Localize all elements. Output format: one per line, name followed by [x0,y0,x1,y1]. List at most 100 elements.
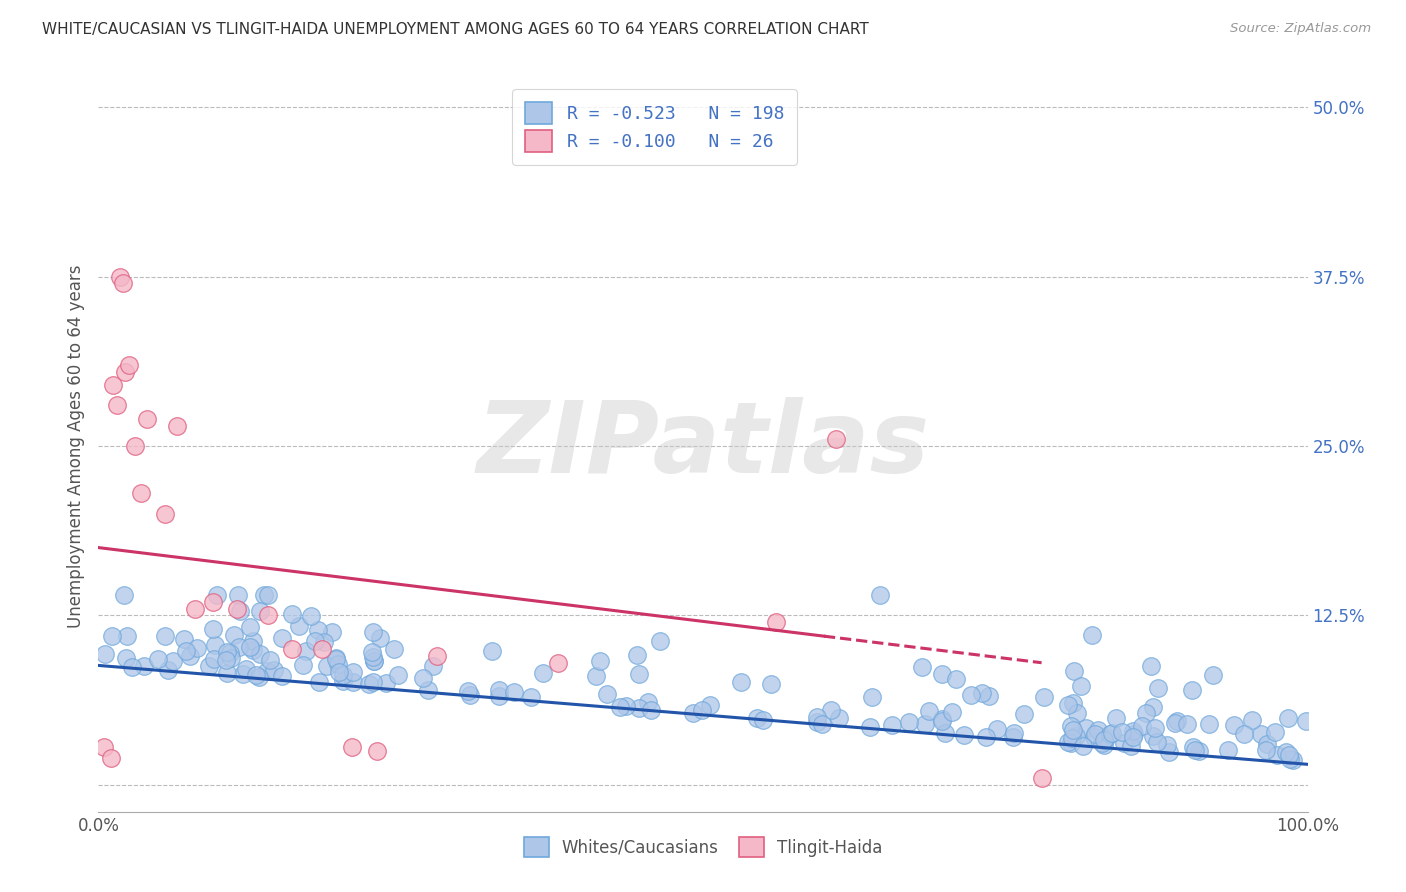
Point [1132,719,1154,733]
Point [1156,738,1178,752]
Point [1264,725,1286,739]
Point [235,662,257,676]
Point [1218,743,1240,757]
Point [820,703,842,717]
Point [271,668,294,682]
Point [1175,717,1198,731]
Point [1057,698,1080,712]
Point [1140,659,1163,673]
Point [312,635,335,649]
Point [186,640,208,655]
Point [311,642,333,657]
Point [1146,735,1168,749]
Point [1062,697,1084,711]
Point [547,656,569,670]
Point [589,654,612,668]
Point [1295,714,1317,728]
Point [256,588,278,602]
Point [281,607,304,621]
Point [1094,731,1116,745]
Point [825,432,848,446]
Point [321,625,343,640]
Point [304,634,326,648]
Point [361,649,384,664]
Point [1256,737,1278,751]
Point [911,659,934,673]
Point [1083,731,1105,745]
Point [215,653,238,667]
Point [730,674,752,689]
Point [1135,706,1157,720]
Point [129,486,152,500]
Point [1062,723,1084,737]
Point [1091,736,1114,750]
Point [422,659,444,673]
Point [361,645,384,659]
Point [628,701,651,715]
Point [124,439,146,453]
Point [229,604,252,618]
Point [648,634,671,648]
Point [977,689,1000,703]
Point [166,418,188,433]
Point [585,668,607,682]
Point [179,649,201,664]
Point [640,703,662,717]
Point [249,604,271,618]
Point [249,647,271,661]
Point [931,714,953,729]
Text: Source: ZipAtlas.com: Source: ZipAtlas.com [1230,22,1371,36]
Point [291,657,314,672]
Point [1060,731,1083,746]
Point [918,704,941,718]
Point [1278,751,1301,765]
Point [256,664,278,678]
Point [332,668,354,682]
Point [232,667,254,681]
Point [105,398,128,412]
Point [202,651,225,665]
Point [1142,729,1164,743]
Point [1164,715,1187,730]
Point [637,695,659,709]
Point [1094,732,1116,747]
Point [1060,736,1083,750]
Point [1060,719,1083,733]
Point [294,643,316,657]
Point [418,683,440,698]
Point [94,647,117,661]
Point [972,686,994,700]
Point [1254,743,1277,757]
Point [224,628,246,642]
Point [1002,725,1025,739]
Point [1092,739,1115,753]
Point [1278,747,1301,762]
Point [1282,753,1305,767]
Point [1070,679,1092,693]
Point [488,683,510,698]
Point [941,706,963,720]
Point [263,663,285,677]
Point [271,631,294,645]
Point [1275,745,1298,759]
Point [745,711,768,725]
Point [1084,727,1107,741]
Point [242,643,264,657]
Point [931,667,953,681]
Point [219,651,242,665]
Point [156,663,179,677]
Point [325,650,347,665]
Point [114,650,136,665]
Point [328,665,350,679]
Point [1198,716,1220,731]
Point [759,677,782,691]
Point [121,660,143,674]
Point [299,608,322,623]
Point [1002,730,1025,744]
Point [806,710,828,724]
Point [869,588,891,602]
Point [361,625,384,640]
Point [614,698,637,713]
Point [1066,706,1088,720]
Point [259,653,281,667]
